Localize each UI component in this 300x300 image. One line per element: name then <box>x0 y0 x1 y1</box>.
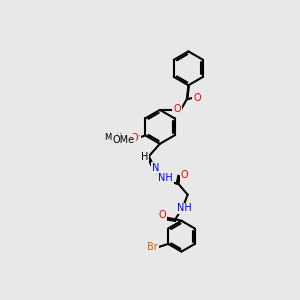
Text: OMe: OMe <box>112 135 135 145</box>
Text: N: N <box>152 164 160 173</box>
Text: O: O <box>130 134 138 143</box>
Text: O: O <box>193 93 201 103</box>
Text: Br: Br <box>147 242 158 252</box>
Text: O: O <box>126 133 134 142</box>
Text: NH: NH <box>177 203 192 214</box>
Text: O: O <box>173 104 181 114</box>
Text: O: O <box>181 169 188 180</box>
Text: O: O <box>158 210 166 220</box>
Text: Methoxy: Methoxy <box>104 133 140 142</box>
Text: H: H <box>141 152 148 162</box>
Text: NH: NH <box>158 173 173 184</box>
